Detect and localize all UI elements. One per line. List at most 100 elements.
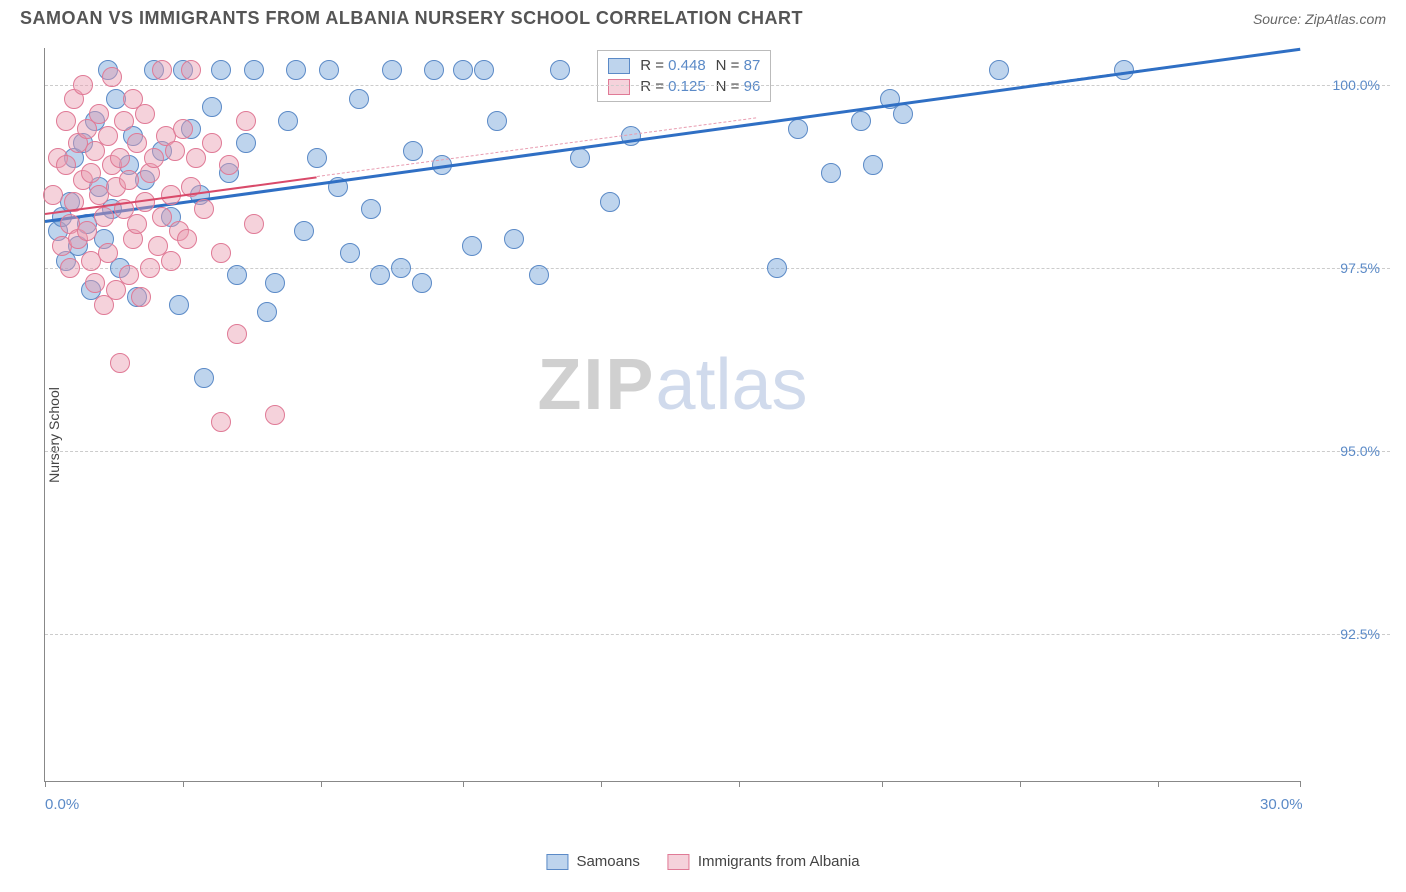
scatter-point <box>98 243 118 263</box>
scatter-point <box>144 148 164 168</box>
legend-label: Immigrants from Albania <box>698 853 860 870</box>
source-name: ZipAtlas.com <box>1305 11 1386 27</box>
x-tick <box>1300 781 1301 787</box>
n-stat: N = 96 <box>716 78 761 95</box>
scatter-point <box>600 192 620 212</box>
watermark-atlas: atlas <box>655 345 807 425</box>
x-tick <box>1158 781 1159 787</box>
scatter-point <box>391 258 411 278</box>
source-label: Source: ZipAtlas.com <box>1253 11 1386 27</box>
watermark: ZIPatlas <box>537 344 807 426</box>
x-tick <box>739 781 740 787</box>
legend-swatch <box>608 58 630 74</box>
scatter-point <box>767 258 787 278</box>
scatter-point <box>424 60 444 80</box>
scatter-point <box>236 111 256 131</box>
scatter-point <box>110 353 130 373</box>
plot-region: ZIPatlas R = 0.448N = 87R = 0.125N = 96 … <box>44 48 1300 782</box>
scatter-point <box>127 214 147 234</box>
scatter-point <box>403 141 423 161</box>
scatter-point <box>219 155 239 175</box>
scatter-point <box>370 265 390 285</box>
scatter-point <box>244 214 264 234</box>
scatter-point <box>89 104 109 124</box>
scatter-point <box>265 273 285 293</box>
legend-swatch <box>546 854 568 870</box>
scatter-point <box>152 60 172 80</box>
scatter-point <box>194 199 214 219</box>
y-tick-label: 97.5% <box>1340 260 1380 276</box>
scatter-point <box>127 133 147 153</box>
scatter-point <box>788 119 808 139</box>
scatter-point <box>989 60 1009 80</box>
legend-item: Immigrants from Albania <box>668 853 860 870</box>
scatter-point <box>257 302 277 322</box>
gridline-h <box>45 268 1390 269</box>
gridline-h <box>45 85 1390 86</box>
scatter-point <box>202 133 222 153</box>
scatter-point <box>504 229 524 249</box>
scatter-point <box>85 273 105 293</box>
y-tick-label: 95.0% <box>1340 443 1380 459</box>
scatter-point <box>227 265 247 285</box>
stats-legend: R = 0.448N = 87R = 0.125N = 96 <box>597 50 771 102</box>
scatter-point <box>278 111 298 131</box>
scatter-point <box>382 60 402 80</box>
scatter-point <box>60 258 80 278</box>
scatter-point <box>56 155 76 175</box>
watermark-zip: ZIP <box>537 345 655 425</box>
scatter-point <box>893 104 913 124</box>
scatter-point <box>340 243 360 263</box>
y-tick-label: 100.0% <box>1333 77 1380 93</box>
scatter-point <box>102 67 122 87</box>
scatter-point <box>140 258 160 278</box>
scatter-point <box>227 324 247 344</box>
scatter-point <box>244 60 264 80</box>
scatter-point <box>119 265 139 285</box>
scatter-point <box>851 111 871 131</box>
scatter-point <box>119 170 139 190</box>
legend-swatch <box>608 79 630 95</box>
x-tick <box>463 781 464 787</box>
r-stat: R = 0.125 <box>640 78 705 95</box>
scatter-point <box>412 273 432 293</box>
scatter-point <box>73 75 93 95</box>
scatter-point <box>821 163 841 183</box>
scatter-point <box>173 119 193 139</box>
x-tick <box>321 781 322 787</box>
scatter-point <box>211 243 231 263</box>
trend-line <box>317 118 756 178</box>
x-tick <box>882 781 883 787</box>
scatter-point <box>81 163 101 183</box>
scatter-point <box>349 89 369 109</box>
scatter-point <box>319 60 339 80</box>
scatter-point <box>152 207 172 227</box>
scatter-point <box>77 221 97 241</box>
n-stat: N = 87 <box>716 57 761 74</box>
scatter-point <box>110 148 130 168</box>
scatter-point <box>453 60 473 80</box>
legend-swatch <box>668 854 690 870</box>
x-tick <box>1020 781 1021 787</box>
chart-area: Nursery School ZIPatlas R = 0.448N = 87R… <box>44 48 1390 822</box>
scatter-point <box>863 155 883 175</box>
scatter-point <box>487 111 507 131</box>
scatter-point <box>294 221 314 241</box>
x-axis-label: 30.0% <box>1260 796 1303 813</box>
scatter-point <box>186 148 206 168</box>
scatter-point <box>43 185 63 205</box>
scatter-point <box>211 60 231 80</box>
x-axis-label: 0.0% <box>45 796 79 813</box>
source-prefix: Source: <box>1253 11 1305 27</box>
scatter-point <box>236 133 256 153</box>
scatter-point <box>265 405 285 425</box>
scatter-point <box>202 97 222 117</box>
scatter-point <box>114 111 134 131</box>
scatter-point <box>181 60 201 80</box>
x-tick <box>601 781 602 787</box>
gridline-h <box>45 451 1390 452</box>
scatter-point <box>194 368 214 388</box>
legend-item: Samoans <box>546 853 639 870</box>
scatter-point <box>570 148 590 168</box>
scatter-point <box>361 199 381 219</box>
